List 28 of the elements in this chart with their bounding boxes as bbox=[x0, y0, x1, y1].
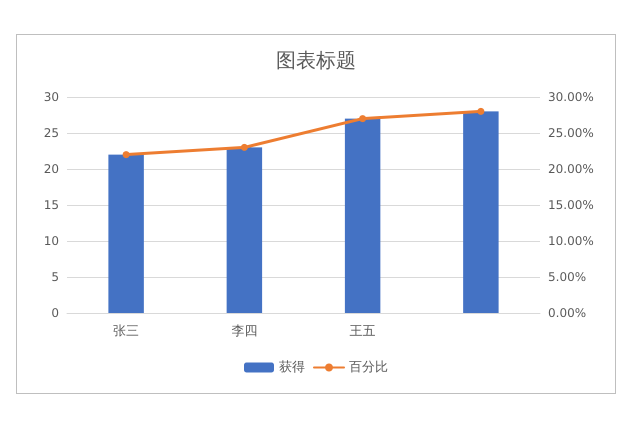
legend-label: 百分比 bbox=[349, 360, 388, 375]
x-tick-label: 李四 bbox=[231, 324, 258, 339]
point bbox=[122, 151, 130, 158]
chart-title: 图表标题 bbox=[276, 48, 356, 72]
x-tick-label: 张三 bbox=[113, 324, 140, 339]
y-tick-label: 10 bbox=[44, 234, 59, 248]
y2-tick-label: 0.00% bbox=[548, 306, 586, 320]
y-tick-label: 5 bbox=[51, 270, 59, 284]
point bbox=[477, 108, 484, 115]
y-tick-label: 30 bbox=[44, 90, 59, 104]
y2-tick-label: 10.00% bbox=[548, 234, 594, 248]
y-tick-label: 15 bbox=[44, 198, 59, 212]
bar bbox=[226, 147, 262, 313]
y-tick-label: 25 bbox=[44, 126, 59, 140]
y2-tick-label: 30.00% bbox=[548, 90, 594, 104]
bar bbox=[108, 154, 144, 313]
point bbox=[240, 144, 248, 151]
y-tick-label: 0 bbox=[51, 306, 59, 320]
bar bbox=[344, 118, 380, 313]
legend-label: 获得 bbox=[279, 360, 305, 375]
y2-tick-label: 15.00% bbox=[548, 198, 594, 212]
point bbox=[359, 115, 366, 122]
y2-tick-label: 25.00% bbox=[548, 126, 594, 140]
bar bbox=[463, 111, 499, 313]
y2-tick-label: 20.00% bbox=[548, 162, 594, 176]
y2-tick-label: 5.00% bbox=[548, 270, 586, 284]
y-tick-label: 20 bbox=[44, 162, 59, 176]
x-tick-label: 王五 bbox=[350, 324, 376, 339]
